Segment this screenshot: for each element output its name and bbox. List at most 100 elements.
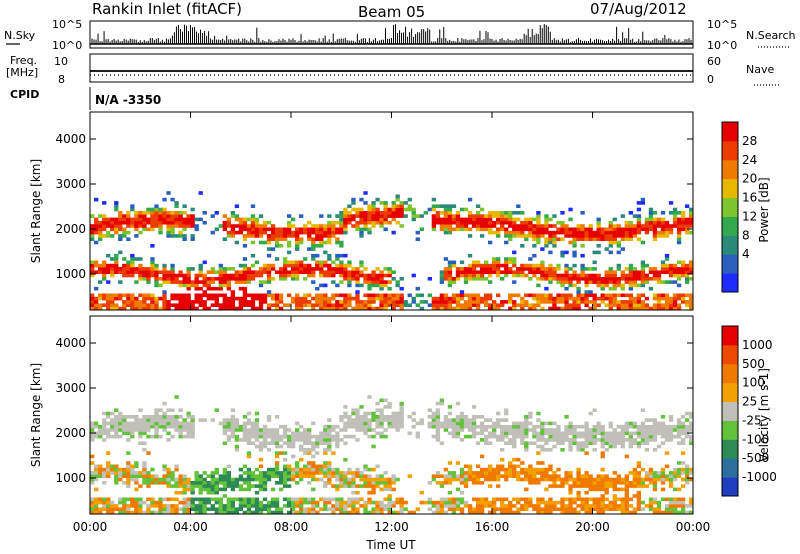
heatmap-cell [186,303,191,307]
heatmap-cell [186,286,191,291]
heatmap-cell [347,217,352,222]
heatmap-cell [508,428,513,432]
heatmap-cell [363,411,368,416]
heatmap-cell [684,263,690,268]
heatmap-cell [98,280,103,284]
nave-tick-top: 60 [707,55,721,68]
heatmap-cell [274,504,280,508]
heatmap-cell [375,464,380,469]
heatmap-cell [250,484,256,488]
heatmap-cell [564,263,569,268]
heatmap-cell [323,263,328,268]
heatmap-cell [282,263,288,268]
heatmap-cell [182,421,187,426]
heatmap-cell [150,273,155,278]
heatmap-cell [182,234,187,238]
heatmap-cell [210,490,215,495]
heatmap-cell [98,230,103,235]
heatmap-cell [676,303,682,307]
heatmap-cell [331,467,336,472]
heatmap-cell [254,497,260,502]
heatmap-cell [496,438,501,442]
heatmap-cell [500,424,505,429]
heatmap-cell [303,303,308,307]
heatmap-cell [182,283,187,288]
heatmap-cell [339,415,344,419]
heatmap-cell [512,280,517,284]
heatmap-cell [299,471,304,475]
heatmap-cell [291,230,296,235]
heatmap-cell [624,510,629,515]
heatmap-cell [564,424,569,429]
heatmap-cell [367,283,372,288]
heatmap-cell [580,253,585,258]
heatmap-cell [178,214,183,218]
heatmap-cell [608,441,613,445]
heatmap-cell [576,441,581,445]
heatmap-cell [471,277,477,281]
heatmap-cell [218,477,223,482]
heatmap-cell [138,217,143,222]
heatmap-cell [483,497,489,502]
heatmap-cell [295,421,300,426]
heatmap-cell [560,481,565,485]
heatmap-cell [295,510,300,515]
heatmap-cell [680,467,686,472]
heatmap-cell [178,211,183,215]
heatmap-cell [166,415,171,419]
heatmap-cell [656,280,662,284]
heatmap-cell [238,296,244,301]
heatmap-cell [295,244,300,248]
noise-strip-frame [89,20,694,49]
heatmap-cell [427,207,432,212]
heatmap-cell [548,240,553,245]
heatmap-cell [544,474,549,478]
heatmap-cell [660,474,666,478]
heatmap-cell [174,477,179,482]
heatmap-cell [202,306,207,311]
heatmap-cell [648,306,654,311]
heatmap-cell [202,504,207,508]
heatmap-cell [166,273,171,278]
heatmap-cell [447,474,453,478]
heatmap-cell [447,260,453,265]
heatmap-cell [186,477,191,482]
heatmap-cell [504,270,509,274]
heatmap-cell [295,434,300,439]
heatmap-cell [266,418,272,422]
heatmap-cell [371,306,376,311]
heatmap-cell [130,471,135,475]
heatmap-cell [528,224,533,228]
heatmap-cell [620,481,625,485]
heatmap-cell [520,434,525,439]
heatmap-cell [451,306,457,311]
heatmap-cell [379,293,384,298]
heatmap-cell [234,240,240,245]
heatmap-cell [355,507,360,511]
heatmap-cell [383,227,388,232]
heatmap-cell [652,421,658,426]
heatmap-cell [359,270,364,274]
heatmap-cell [443,224,449,228]
heatmap-cell [226,217,231,222]
heatmap-cell [158,207,163,212]
heatmap-cell [106,296,111,301]
heatmap-cell [110,273,115,278]
heatmap-cell [431,296,437,301]
heatmap-cell [218,286,223,291]
heatmap-cell [174,296,179,301]
heatmap-cell [483,418,489,422]
heatmap-cell [154,411,159,416]
heatmap-cell [98,467,103,472]
heatmap-cell [688,220,694,225]
heatmap-cell [335,300,340,304]
heatmap-cell [311,421,316,426]
heatmap-cell [668,481,674,485]
heatmap-cell [154,263,159,268]
heatmap-cell [540,267,545,271]
heatmap-cell [439,273,445,278]
heatmap-cell [451,296,457,301]
heatmap-cell [254,504,260,508]
heatmap-cell [291,273,296,278]
heatmap-cell [270,277,276,281]
